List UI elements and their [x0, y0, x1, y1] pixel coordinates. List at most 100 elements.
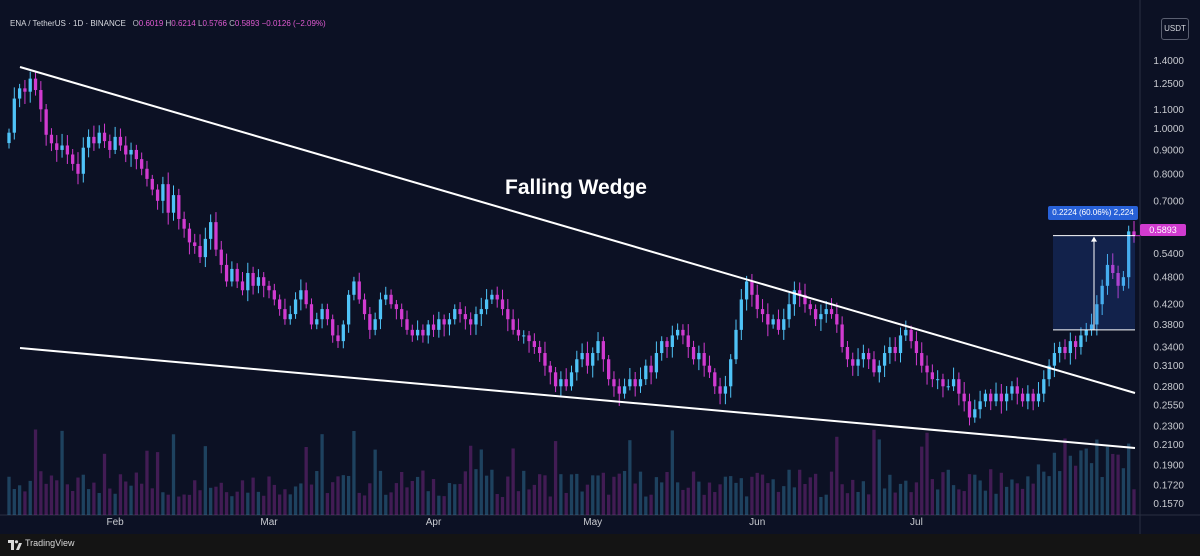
volume-bar: [1026, 476, 1030, 515]
candle-body: [458, 309, 462, 315]
open-value: 0.6019: [138, 19, 164, 28]
volume-bar: [28, 480, 32, 515]
volume-bar: [490, 469, 494, 515]
volume-bar: [543, 475, 547, 515]
volume-bar: [686, 487, 690, 515]
volume-bar: [654, 477, 659, 515]
volume-bar: [1068, 455, 1072, 515]
measure-label: 0.2224 (60.06%) 2,224: [1048, 206, 1138, 220]
symbol-pair: ENA / TetherUS · 1D · BINANCE: [10, 19, 126, 28]
volume-bar: [713, 492, 717, 515]
candle-body: [246, 273, 250, 291]
candle-body: [872, 359, 876, 373]
candle-body: [1105, 264, 1110, 286]
tradingview-logo-icon: [8, 540, 22, 550]
candle-body: [904, 329, 908, 336]
candle-body: [7, 132, 11, 144]
candle-body: [782, 319, 786, 330]
pattern-annotation: Falling Wedge: [505, 176, 647, 199]
volume-bar: [882, 488, 887, 515]
volume-bar: [776, 491, 781, 515]
candle-body: [755, 294, 759, 310]
volume-bar: [92, 482, 96, 515]
candle-body: [76, 163, 80, 174]
volume-bar: [798, 469, 802, 515]
candle-body: [999, 393, 1003, 402]
volume-bar: [559, 474, 563, 515]
y-tick-label: 0.4200: [1153, 300, 1184, 311]
volume-bar: [495, 494, 499, 515]
candle-body: [86, 136, 91, 148]
high-value: 0.6214: [171, 19, 196, 28]
volume-bar: [187, 494, 192, 515]
volume-bar: [585, 484, 590, 515]
y-tick-label: 0.2800: [1153, 382, 1184, 393]
candle-body: [368, 314, 372, 330]
candle-body: [421, 329, 425, 336]
candle-body: [856, 359, 860, 366]
candle-body: [681, 329, 685, 336]
volume-bar: [877, 439, 881, 515]
candle-body: [973, 409, 977, 418]
volume-bar: [893, 492, 897, 515]
volume-bar: [246, 492, 250, 515]
candle-body: [362, 299, 367, 315]
candle-body: [1047, 365, 1051, 380]
volume-bar: [426, 491, 430, 515]
volume-bar: [182, 494, 186, 515]
volume-bar: [787, 469, 791, 515]
candle-body: [410, 329, 414, 336]
volume-bar: [203, 446, 207, 515]
candle-body: [1111, 264, 1115, 274]
candle-body: [108, 141, 112, 150]
candle-body: [97, 132, 101, 144]
y-tick-label: 1.2500: [1153, 79, 1184, 90]
volume-bar: [973, 474, 977, 515]
volume-bar: [60, 430, 64, 515]
candle-body: [882, 353, 887, 366]
y-tick-label: 0.5400: [1153, 249, 1184, 260]
candle-body: [92, 136, 96, 144]
volume-bar: [431, 479, 436, 515]
candle-body: [437, 319, 441, 330]
volume-bar: [660, 482, 664, 515]
volume-bar: [829, 471, 834, 515]
currency-button[interactable]: USDT: [1161, 18, 1189, 40]
volume-bar: [909, 492, 913, 515]
candle-body: [479, 309, 483, 315]
volume-bar: [55, 480, 59, 515]
volume-bar: [288, 494, 292, 515]
volume-bar: [729, 476, 733, 515]
candle-body: [426, 324, 430, 336]
volume-bar: [373, 449, 377, 515]
volume-bar: [734, 482, 738, 515]
price-chart[interactable]: 1.4000 1.2500 1.1000 1.0000 0.9000 0.8000 0.70…: [0, 0, 1200, 534]
volume-bar: [1063, 438, 1067, 515]
candle-body: [124, 145, 128, 155]
volume-bar: [675, 482, 680, 515]
candle-body: [575, 359, 579, 373]
volume-bar: [102, 453, 107, 515]
volume-bar: [272, 484, 276, 515]
volume-bar: [516, 491, 521, 515]
volume-bar: [1127, 443, 1131, 515]
volume-bar: [538, 474, 542, 515]
candle-body: [845, 346, 850, 360]
volume-bar: [1105, 446, 1110, 515]
candle-body: [1089, 324, 1094, 330]
volume-bar: [739, 478, 743, 515]
candle-body: [532, 341, 536, 347]
candle-body: [214, 222, 218, 250]
candle-body: [824, 309, 828, 315]
candle-body: [39, 90, 43, 110]
candle-body: [118, 136, 123, 146]
volume-bar: [352, 431, 356, 515]
y-tick-label: 0.8000: [1153, 169, 1184, 180]
volume-bar: [930, 479, 934, 515]
volume-bar: [1095, 439, 1099, 515]
y-tick-label: 1.4000: [1153, 56, 1184, 67]
volume-bar: [7, 476, 11, 515]
volume-bar: [771, 479, 775, 515]
volume-bar: [856, 491, 860, 515]
volume-bar: [293, 486, 298, 515]
